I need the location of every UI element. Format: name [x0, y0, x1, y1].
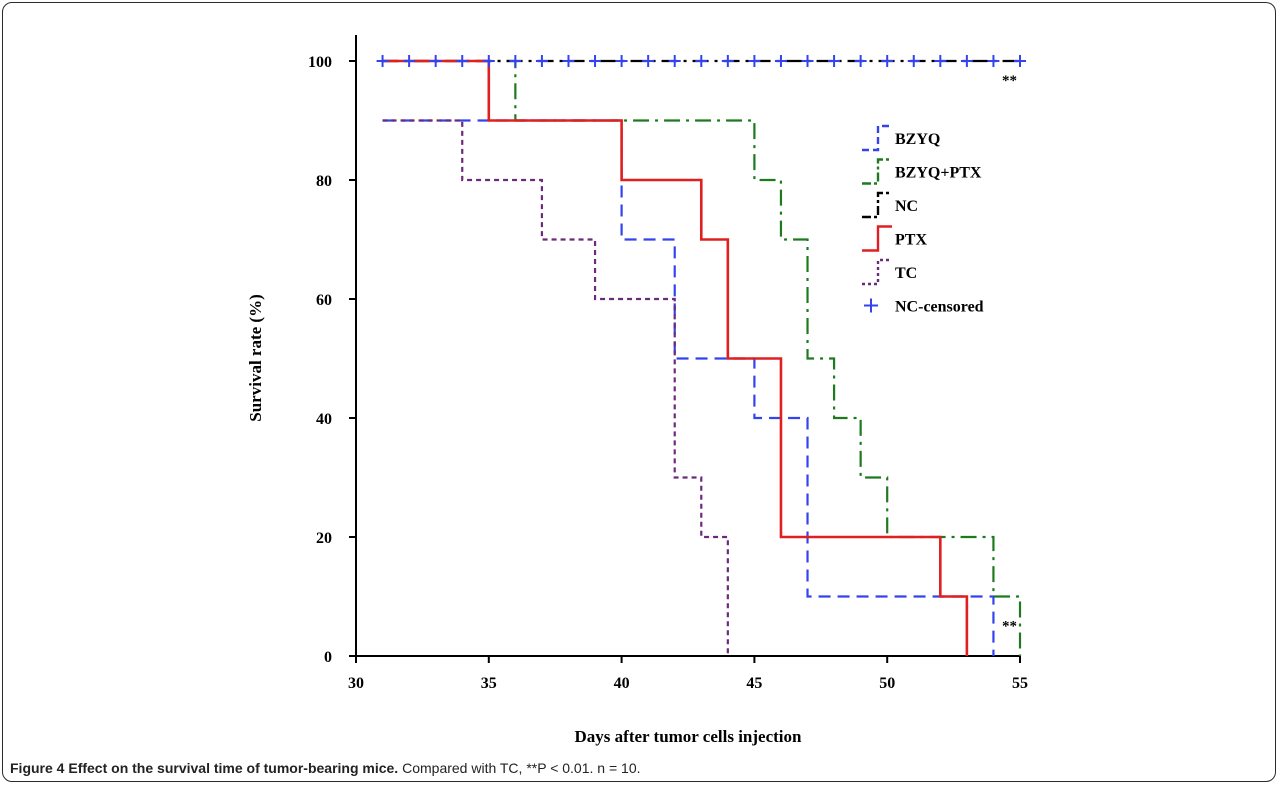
x-tick-label: 30 — [348, 675, 364, 692]
censored-marker — [908, 55, 920, 67]
censored-marker — [695, 55, 707, 67]
significance-annotation: ** — [1002, 618, 1017, 634]
censored-marker — [456, 55, 468, 67]
censored-marker — [775, 55, 787, 67]
legend-symbol-bzyq-ptx — [862, 160, 892, 184]
y-tick-label: 80 — [316, 173, 332, 190]
chart-legend: BZYQ BZYQ+PTX NC PTX TC NC-censored — [862, 126, 984, 316]
censored-marker — [934, 55, 946, 67]
x-tick-label: 40 — [614, 675, 630, 692]
censored-marker — [855, 55, 867, 67]
significance-annotation: ** — [1002, 73, 1017, 89]
series-tc — [383, 121, 728, 657]
censored-marker — [881, 55, 893, 67]
caption-title: Effect on the survival time of tumor-bea… — [68, 760, 398, 776]
censored-marker — [589, 55, 601, 67]
censored-marker — [987, 55, 999, 67]
censored-marker — [430, 55, 442, 67]
legend-label-ptx: PTX — [895, 232, 927, 249]
x-axis-label: Days after tumor cells injection — [575, 727, 802, 746]
y-tick-label: 60 — [316, 292, 332, 309]
legend-symbol-ptx — [862, 227, 892, 251]
legend-symbol-bzyq — [862, 126, 892, 150]
censored-marker — [642, 55, 654, 67]
chart-annotations: ** ** — [1002, 73, 1017, 634]
censored-marker — [377, 55, 389, 67]
y-tick-label: 100 — [308, 54, 332, 71]
y-tick-label: 0 — [324, 649, 332, 666]
censored-marker — [616, 55, 628, 67]
censored-marker — [509, 55, 521, 67]
legend-label-nc-censored: NC-censored — [895, 299, 984, 316]
censored-marker — [722, 55, 734, 67]
legend-label-tc: TC — [895, 265, 917, 282]
censored-marker — [483, 55, 495, 67]
censored-marker — [961, 55, 973, 67]
series-ptx — [383, 61, 967, 656]
censored-marker — [403, 55, 415, 67]
survival-chart: 30 35 40 45 50 55 0 20 40 60 80 100 BZYQ BZYQ+PTX NC P… — [0, 0, 1282, 760]
y-tick-label: 40 — [316, 411, 332, 428]
caption-label: Figure 4 — [10, 760, 64, 776]
x-tick-label: 45 — [746, 675, 762, 692]
censored-marker — [802, 55, 814, 67]
caption-text: Compared with TC, **P < 0.01. n = 10. — [402, 760, 640, 776]
legend-symbol-tc — [862, 260, 892, 284]
censored-marker — [562, 55, 574, 67]
y-tick-label: 20 — [316, 530, 332, 547]
censored-marker — [748, 55, 760, 67]
legend-symbol-nc — [862, 193, 892, 217]
legend-label-bzyq-ptx: BZYQ+PTX — [895, 165, 982, 182]
censored-marker — [536, 55, 548, 67]
censored-marker — [1014, 55, 1026, 67]
x-tick-label: 55 — [1012, 675, 1028, 692]
censored-marker — [828, 55, 840, 67]
x-tick-label: 50 — [879, 675, 895, 692]
figure-caption: Figure 4 Effect on the survival time of … — [10, 760, 641, 776]
censored-marker — [669, 55, 681, 67]
x-tick-label: 35 — [481, 675, 497, 692]
y-axis-label: Survival rate (%) — [246, 294, 265, 421]
legend-label-bzyq: BZYQ — [895, 131, 940, 148]
legend-label-nc: NC — [895, 198, 918, 215]
legend-marker-nc-censored — [864, 299, 878, 313]
